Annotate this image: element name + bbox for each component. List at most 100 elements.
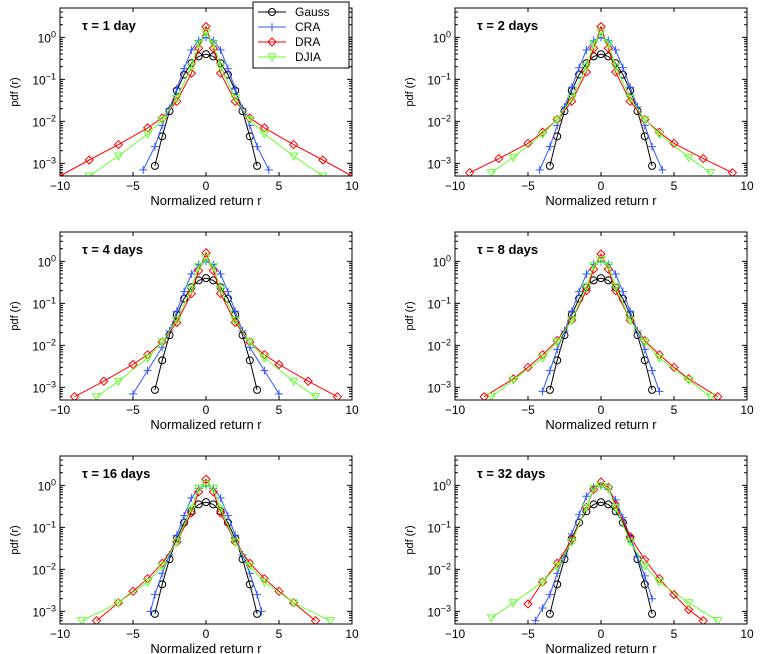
- data-point: [575, 287, 584, 296]
- data-point: [193, 484, 204, 494]
- data-point: [288, 599, 299, 608]
- data-point: [625, 96, 635, 107]
- series-line: [549, 501, 653, 615]
- data-point: [215, 508, 226, 518]
- series-dra: [523, 477, 708, 624]
- data-point: [150, 385, 159, 394]
- y-tick-label: 100: [38, 477, 56, 493]
- data-point: [146, 607, 155, 616]
- data-point: [618, 63, 627, 72]
- x-tick-label: 10: [345, 403, 359, 417]
- series-line: [60, 25, 352, 176]
- data-point: [588, 40, 599, 49]
- data-point: [157, 116, 168, 125]
- series-line: [74, 251, 338, 398]
- data-point: [582, 270, 591, 278]
- data-point: [640, 554, 650, 565]
- y-tick-label: 10−1: [32, 71, 56, 87]
- data-point: [575, 63, 584, 72]
- data-point: [288, 377, 299, 387]
- series-line: [483, 252, 719, 398]
- tau-annotation: τ = 2 days: [477, 18, 538, 33]
- data-point: [596, 21, 606, 32]
- series-dra: [69, 248, 343, 400]
- data-point: [648, 385, 657, 394]
- x-tick-label: −5: [521, 627, 535, 641]
- x-axis-label: Normalized return r: [150, 417, 262, 432]
- data-point: [567, 307, 576, 316]
- plot-area: [77, 474, 335, 624]
- data-point: [531, 616, 540, 624]
- x-tick-label: −5: [126, 403, 140, 417]
- data-point: [545, 161, 554, 170]
- data-point: [648, 594, 657, 603]
- series-line: [154, 501, 258, 615]
- data-point: [464, 167, 475, 176]
- data-point: [91, 615, 102, 624]
- data-point: [223, 287, 232, 296]
- x-tick-label: −10: [445, 627, 466, 641]
- y-tick-label: 10−1: [427, 519, 451, 535]
- data-point: [318, 155, 328, 165]
- x-axis-label: Normalized return r: [545, 641, 657, 654]
- x-tick-label: 10: [740, 179, 754, 193]
- data-point: [216, 46, 225, 54]
- tau-annotation: τ = 8 days: [477, 242, 538, 257]
- data-point: [230, 95, 241, 104]
- data-point: [538, 604, 547, 613]
- data-point: [143, 366, 152, 375]
- data-point: [698, 615, 708, 624]
- subplot-1: −10 −5 0 5 10 10−3 10−2 10−1 100 Normalized retur…: [9, 7, 359, 208]
- data-point: [113, 152, 124, 161]
- x-tick-label: 10: [345, 627, 359, 641]
- subplot-4: −10 −5 0 5 10 10−3 10−2 10−1 100 Normalized retur…: [404, 231, 754, 432]
- data-point: [208, 263, 219, 272]
- subplot-5: −10 −5 0 5 10 10−3 10−2 10−1 100 Normalized retur…: [9, 455, 359, 654]
- data-point: [223, 511, 232, 520]
- x-tick-label: 0: [203, 403, 210, 417]
- data-point: [208, 40, 219, 49]
- series-line: [549, 277, 653, 391]
- x-axis-label: Normalized return r: [545, 417, 657, 432]
- data-point: [705, 169, 716, 176]
- x-tick-label: 0: [203, 179, 210, 193]
- series-line: [469, 25, 733, 174]
- data-point: [186, 63, 197, 72]
- data-point: [158, 343, 167, 352]
- data-point: [537, 578, 548, 588]
- data-point: [596, 256, 606, 265]
- y-tick-label: 100: [433, 29, 451, 45]
- x-axis-label: Normalized return r: [150, 193, 262, 208]
- y-axis-label: pdf (r): [404, 77, 416, 106]
- data-point: [523, 362, 533, 373]
- data-point: [575, 510, 584, 519]
- data-point: [150, 590, 159, 599]
- data-point: [84, 172, 95, 176]
- y-tick-label: 100: [38, 253, 56, 269]
- data-point: [128, 359, 138, 370]
- plot-area: [464, 21, 738, 176]
- data-point: [317, 172, 328, 176]
- data-point: [567, 83, 576, 92]
- data-point: [582, 492, 591, 501]
- data-point: [194, 500, 203, 509]
- data-point: [727, 167, 738, 176]
- data-point: [303, 376, 313, 386]
- data-point: [596, 249, 606, 259]
- x-tick-label: 0: [598, 179, 605, 193]
- data-point: [535, 165, 544, 174]
- data-point: [244, 562, 255, 572]
- data-point: [669, 138, 679, 149]
- data-point: [325, 617, 335, 624]
- data-point: [479, 391, 489, 400]
- data-point: [259, 354, 270, 364]
- data-point: [150, 142, 159, 151]
- data-point: [259, 130, 270, 140]
- data-point: [603, 43, 614, 53]
- data-point: [208, 43, 219, 53]
- series-line: [88, 31, 324, 176]
- data-point: [654, 578, 665, 588]
- x-tick-label: −10: [50, 403, 71, 417]
- data-point: [566, 95, 577, 104]
